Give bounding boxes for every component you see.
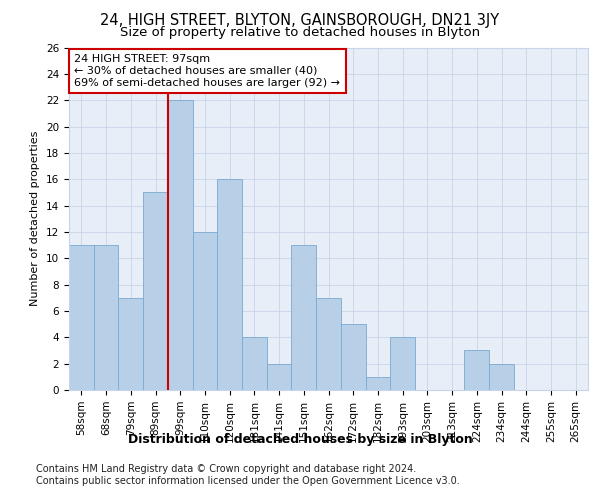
Text: 24, HIGH STREET, BLYTON, GAINSBOROUGH, DN21 3JY: 24, HIGH STREET, BLYTON, GAINSBOROUGH, D… [100,12,500,28]
Bar [489,364,514,390]
Bar [341,324,365,390]
Bar [118,298,143,390]
Bar [242,338,267,390]
Text: Contains HM Land Registry data © Crown copyright and database right 2024.: Contains HM Land Registry data © Crown c… [36,464,416,474]
Bar [193,232,217,390]
Bar [69,245,94,390]
Bar [94,245,118,390]
Bar [267,364,292,390]
Bar [365,377,390,390]
Text: 24 HIGH STREET: 97sqm
← 30% of detached houses are smaller (40)
69% of semi-deta: 24 HIGH STREET: 97sqm ← 30% of detached … [74,54,340,88]
Y-axis label: Number of detached properties: Number of detached properties [31,131,40,306]
Bar [168,100,193,390]
Text: Size of property relative to detached houses in Blyton: Size of property relative to detached ho… [120,26,480,39]
Text: Contains public sector information licensed under the Open Government Licence v3: Contains public sector information licen… [36,476,460,486]
Bar [217,179,242,390]
Bar [316,298,341,390]
Bar [292,245,316,390]
Text: Distribution of detached houses by size in Blyton: Distribution of detached houses by size … [128,432,472,446]
Bar [143,192,168,390]
Bar [464,350,489,390]
Bar [390,338,415,390]
